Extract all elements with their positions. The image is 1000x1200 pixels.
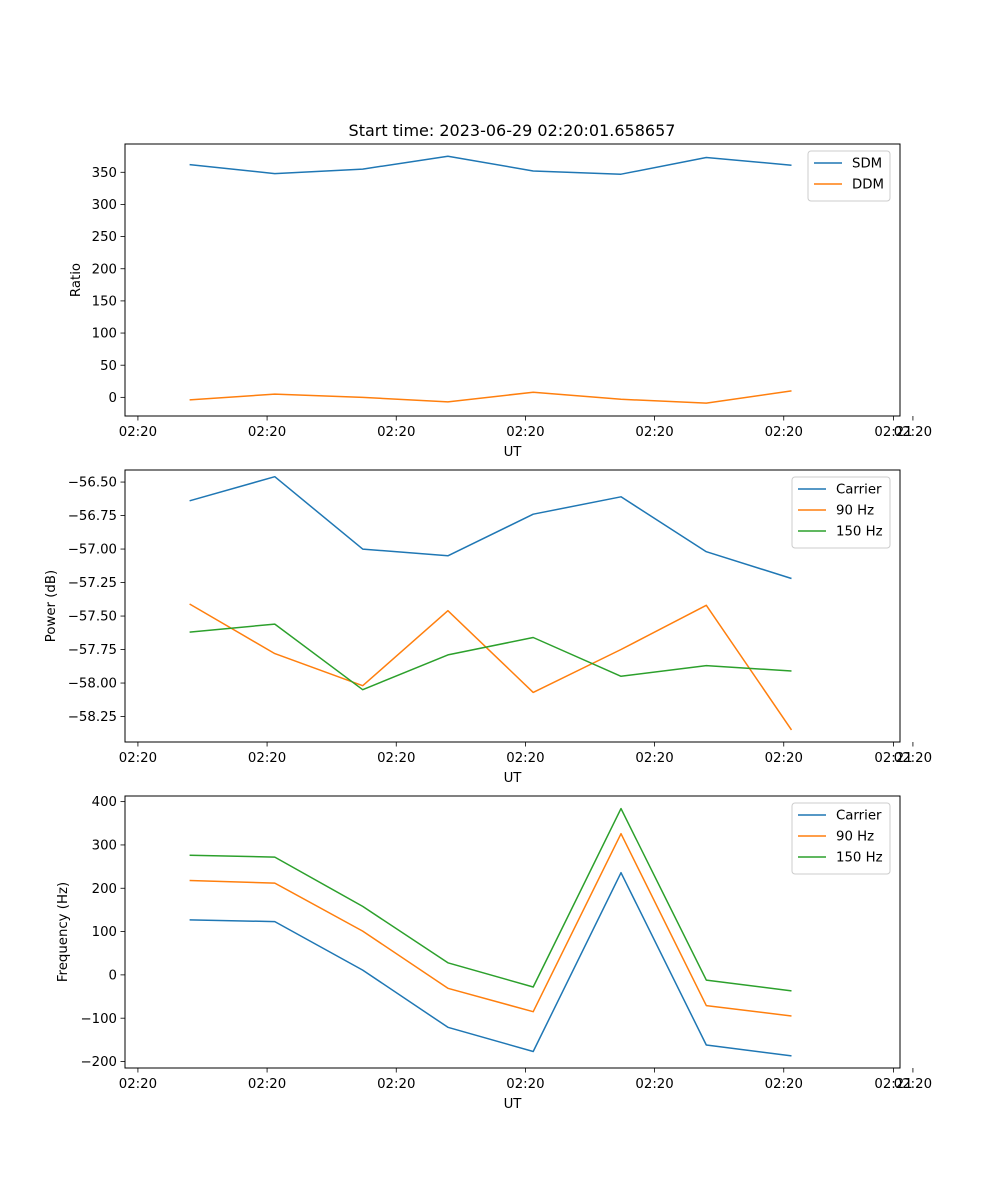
y-tick-label: −57.25 — [68, 576, 117, 591]
y-tick-label: −100 — [80, 1012, 117, 1027]
x-tick-label: 02:20 — [635, 751, 673, 766]
subplot-2: 02:20 02:20 02:20 02:20 02:20 02:20 02:2002:21… — [44, 469, 932, 786]
subplots: 02:20 02:20 02:20 02:20 02:20 02:20 02:2002:21… — [44, 143, 932, 1112]
x-tick-label: 02:20 — [765, 751, 803, 766]
subplot-3: 02:20 02:20 02:20 02:20 02:20 02:20 02:2002:21… — [56, 795, 932, 1112]
x-tick-label: 02:20 — [377, 425, 415, 440]
legend: SDM DDM — [807, 150, 891, 202]
y-tick-label: −56.75 — [68, 509, 117, 524]
y-tick-label: 0 — [109, 391, 117, 406]
series-line-90-hz — [189, 603, 793, 731]
series-line-carrier — [189, 871, 792, 1057]
x-axis-label: UT — [504, 771, 523, 786]
figure-title: Start time: 2023-06-29 02:20:01.658657 — [349, 121, 676, 140]
y-tick-label: 300 — [92, 839, 117, 854]
y-tick-label: 400 — [92, 795, 117, 810]
legend-entry: 90 Hz — [836, 830, 874, 845]
legend: Carrier 90 Hz 150 Hz — [791, 476, 891, 549]
legend-entry: Carrier — [836, 483, 882, 498]
legend-entry: Carrier — [836, 809, 882, 824]
subplot-1: 02:20 02:20 02:20 02:20 02:20 02:20 02:2002:21… — [69, 143, 932, 460]
x-tick-label: 02:21 — [874, 425, 912, 440]
y-tick-label: 100 — [92, 925, 117, 940]
x-tick-label: 02:20 — [765, 425, 803, 440]
y-tick-label: 250 — [92, 230, 117, 245]
x-tick-label: 02:20 — [506, 751, 544, 766]
axes-frame — [124, 469, 901, 743]
series-line-sdm — [189, 155, 792, 175]
y-tick-label: 200 — [92, 262, 117, 277]
series-line-150-hz — [189, 623, 792, 691]
y-tick-label: 100 — [92, 327, 117, 342]
x-tick-label: 02:20 — [506, 425, 544, 440]
x-tick-label: 02:20 — [377, 1077, 415, 1092]
y-axis-label: Power (dB) — [44, 570, 59, 642]
legend-entry: 150 Hz — [836, 525, 883, 540]
x-tick-label: 02:20 — [635, 1077, 673, 1092]
legend-entry: 90 Hz — [836, 504, 874, 519]
x-tick-label: 02:20 — [377, 751, 415, 766]
x-tick-label: 02:21 — [874, 1077, 912, 1092]
x-tick-label: 02:20 — [894, 425, 932, 440]
y-tick-label: 0 — [109, 968, 117, 983]
legend-entry: 150 Hz — [836, 851, 883, 866]
y-tick-label: 150 — [92, 294, 117, 309]
x-tick-label: 02:20 — [119, 751, 157, 766]
y-axis-label: Ratio — [69, 263, 84, 297]
x-tick-label: 02:20 — [248, 751, 286, 766]
x-tick-label: 02:21 — [874, 751, 912, 766]
y-tick-label: −57.00 — [68, 543, 117, 558]
x-tick-label: 02:20 — [765, 1077, 803, 1092]
y-tick-label: −56.50 — [68, 476, 117, 491]
x-tick-label: 02:20 — [119, 425, 157, 440]
x-tick-label: 02:20 — [506, 1077, 544, 1092]
axes-frame — [124, 143, 901, 417]
y-tick-label: 200 — [92, 882, 117, 897]
series-line-150-hz — [189, 807, 792, 992]
y-tick-label: −58.00 — [68, 677, 117, 692]
series-line-ddm — [189, 390, 792, 404]
x-tick-label: 02:20 — [248, 1077, 286, 1092]
x-tick-label: 02:20 — [248, 425, 286, 440]
legend-entry: DDM — [852, 178, 884, 193]
y-tick-label: 350 — [92, 166, 117, 181]
y-tick-label: −57.75 — [68, 643, 117, 658]
series-line-90-hz — [189, 832, 792, 1017]
y-tick-label: −58.25 — [68, 710, 117, 725]
axes-frame — [124, 795, 901, 1069]
x-axis-label: UT — [504, 1097, 523, 1112]
x-tick-label: 02:20 — [894, 751, 932, 766]
x-tick-label: 02:20 — [119, 1077, 157, 1092]
x-tick-label: 02:20 — [894, 1077, 932, 1092]
y-tick-label: 300 — [92, 198, 117, 213]
legend: Carrier 90 Hz 150 Hz — [791, 802, 891, 875]
y-axis-label: Frequency (Hz) — [56, 882, 71, 982]
x-tick-label: 02:20 — [635, 425, 673, 440]
y-tick-label: 50 — [100, 359, 117, 374]
series-line-carrier — [189, 475, 792, 580]
y-tick-label: −57.50 — [68, 610, 117, 625]
y-tick-label: −200 — [80, 1055, 117, 1070]
legend-entry: SDM — [852, 157, 882, 172]
x-axis-label: UT — [504, 445, 523, 460]
